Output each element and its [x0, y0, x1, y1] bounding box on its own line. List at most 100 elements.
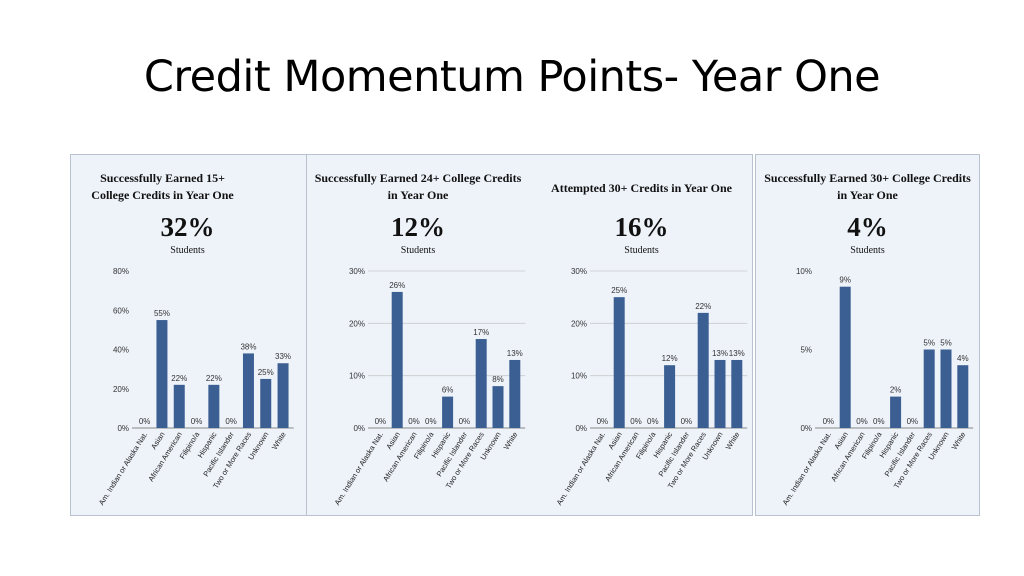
- data-label: 55%: [154, 309, 170, 318]
- data-label: 5%: [940, 339, 952, 348]
- x-tick-label: Am. Indian or Alaska Nat.: [97, 430, 149, 507]
- y-tick-label: 5%: [800, 346, 812, 355]
- y-tick-label: 0%: [117, 424, 129, 433]
- x-tick-label: White: [724, 430, 742, 451]
- bar: [173, 384, 185, 428]
- bar-chart-attempted-30: 0%10%20%30%0%Am. Indian or Alaska Nat.25…: [555, 267, 748, 507]
- data-label: 0%: [823, 417, 835, 426]
- bar: [277, 363, 289, 428]
- data-label: 0%: [597, 417, 609, 426]
- chart-title: Successfully Earned 24+ College Credits …: [314, 171, 522, 202]
- data-label: 2%: [890, 386, 902, 395]
- bar: [940, 349, 952, 428]
- bar: [156, 320, 168, 428]
- bar: [442, 396, 454, 428]
- data-label: 5%: [923, 339, 935, 348]
- y-tick-label: 20%: [571, 319, 587, 328]
- y-tick-label: 0%: [800, 424, 812, 433]
- data-label: 6%: [442, 386, 454, 395]
- bar: [613, 297, 625, 428]
- data-label: 0%: [907, 417, 919, 426]
- y-tick-label: 20%: [113, 385, 129, 394]
- chart-panel-earned-15: Successfully Earned 15+ College Credits …: [70, 154, 305, 516]
- headline-subtitle: Students: [170, 245, 205, 256]
- data-label: 0%: [225, 417, 237, 426]
- y-tick-label: 30%: [571, 267, 587, 276]
- y-tick-label: 30%: [349, 267, 365, 276]
- x-tick-label: Asian: [149, 430, 167, 451]
- data-label: 0%: [459, 417, 471, 426]
- y-tick-label: 0%: [353, 424, 365, 433]
- data-label: 9%: [839, 276, 851, 285]
- y-tick-label: 0%: [575, 424, 587, 433]
- data-label: 0%: [647, 417, 659, 426]
- data-label: 13%: [729, 349, 745, 358]
- bar: [492, 386, 504, 428]
- data-label: 33%: [275, 352, 291, 361]
- bar: [260, 378, 272, 428]
- y-tick-label: 10%: [796, 267, 812, 276]
- headline-subtitle: Students: [850, 245, 885, 256]
- data-label: 4%: [957, 354, 969, 363]
- chart-panel-attempted-30: Attempted 30+ Credits in Year One 16% St…: [530, 154, 753, 516]
- bar: [731, 359, 743, 428]
- y-tick-label: 80%: [113, 267, 129, 276]
- headline-percent: 4%: [847, 212, 888, 242]
- bar: [391, 291, 403, 428]
- data-label: 26%: [389, 281, 405, 290]
- bar: [714, 359, 726, 428]
- headline-percent: 16%: [614, 212, 669, 242]
- x-tick-label: Am. Indian or Alaska Nat.: [781, 430, 833, 507]
- headline-subtitle: Students: [624, 245, 659, 256]
- data-label: 0%: [681, 417, 693, 426]
- slide-title: Credit Momentum Points- Year One: [143, 52, 881, 102]
- bar: [957, 365, 969, 428]
- data-label: 0%: [408, 417, 420, 426]
- data-label: 0%: [856, 417, 868, 426]
- chart-group-left: [70, 154, 753, 516]
- bar: [697, 312, 709, 428]
- bar: [475, 339, 487, 428]
- headline-percent: 32%: [160, 212, 215, 242]
- x-tick-label: Am. Indian or Alaska Nat.: [333, 430, 385, 507]
- data-label: 22%: [206, 374, 222, 383]
- data-label: 13%: [507, 349, 523, 358]
- data-label: 17%: [473, 328, 489, 337]
- data-label: 22%: [695, 302, 711, 311]
- data-label: 25%: [258, 368, 274, 377]
- data-label: 0%: [191, 417, 203, 426]
- data-label: 25%: [611, 286, 627, 295]
- chart-title: Successfully Earned 30+ College Credits …: [764, 171, 971, 202]
- y-tick-label: 20%: [349, 319, 365, 328]
- headline-percent: 12%: [391, 212, 445, 242]
- data-label: 13%: [712, 349, 728, 358]
- y-tick-label: 60%: [113, 306, 129, 315]
- chart-group-right: [755, 154, 980, 516]
- bar: [208, 384, 220, 428]
- x-tick-label: White: [950, 430, 968, 451]
- data-label: 0%: [630, 417, 642, 426]
- chart-title: Attempted 30+ Credits in Year One: [551, 181, 732, 195]
- headline-subtitle: Students: [400, 245, 436, 256]
- data-label: 22%: [171, 374, 187, 383]
- chart-panel-earned-30: Successfully Earned 30+ College Credits …: [755, 154, 980, 516]
- bar: [923, 349, 935, 428]
- data-label: 0%: [139, 417, 151, 426]
- bar: [509, 359, 521, 428]
- chart-title: Successfully Earned 15+ College Credits …: [91, 171, 234, 202]
- bar: [664, 365, 676, 428]
- bar: [839, 286, 851, 428]
- y-tick-label: 10%: [349, 372, 365, 381]
- bar: [890, 396, 902, 428]
- x-tick-label: Am. Indian or Alaska Nat.: [555, 430, 607, 507]
- y-tick-label: 10%: [571, 372, 587, 381]
- data-label: 0%: [375, 417, 387, 426]
- bar-chart-earned-15: 0%20%40%60%80%0%Am. Indian or Alaska Nat…: [97, 267, 294, 507]
- data-label: 12%: [662, 354, 678, 363]
- x-tick-label: White: [270, 430, 288, 451]
- chart-panel-earned-24: Successfully Earned 24+ College Credits …: [306, 154, 530, 516]
- data-label: 0%: [873, 417, 885, 426]
- data-label: 8%: [492, 375, 504, 384]
- bar-chart-earned-24: 0%10%20%30%0%Am. Indian or Alaska Nat.26…: [333, 267, 526, 507]
- bar: [242, 353, 254, 428]
